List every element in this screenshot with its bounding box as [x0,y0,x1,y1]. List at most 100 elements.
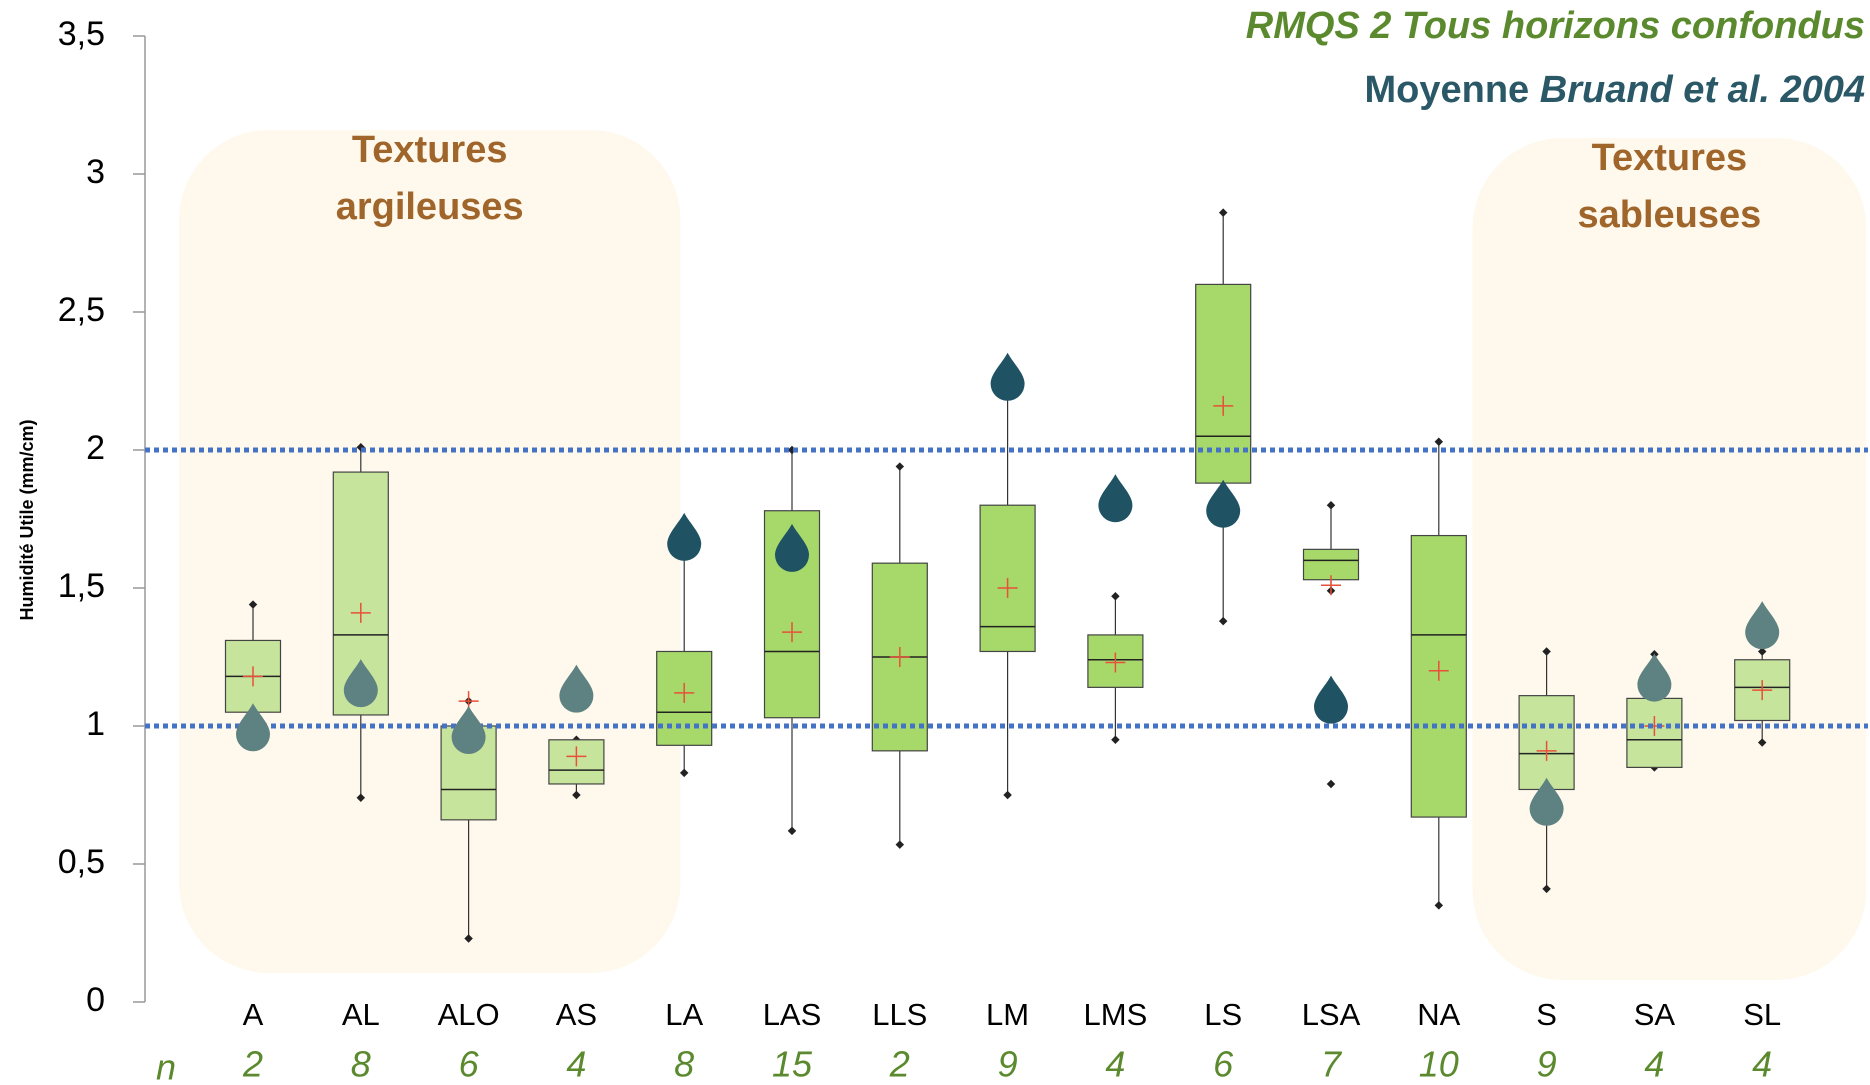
y-tick-label: 3,5 [58,15,105,53]
region-label: argileuses [336,186,524,228]
region-label: sableuses [1578,194,1762,236]
outlier [1326,779,1336,789]
x-tick-label: LAS [763,997,822,1032]
mean-marker [566,746,587,767]
bruand-drop [1745,601,1780,650]
whisker-end [1111,592,1120,601]
mean-marker [350,602,371,623]
n-value: 9 [998,1044,1018,1085]
mean-marker [997,578,1018,598]
x-tick-label: LA [665,997,703,1032]
whisker-end [1757,738,1767,747]
y-tick-label: 3 [86,153,105,191]
y-tick-label: 2,5 [58,291,105,329]
n-label: n [156,1047,176,1085]
n-value: 2 [889,1044,910,1085]
mean-marker [1321,575,1341,596]
mean-marker [1105,652,1126,673]
bruand-drop [1637,653,1672,702]
bruand-drop [1314,675,1348,724]
whisker-end [1542,884,1551,894]
whisker-end [356,793,366,803]
x-tick-label: LM [986,997,1029,1032]
n-value: 6 [1213,1044,1234,1085]
y-tick-label: 0 [86,981,105,1019]
chart-title: RMQS 2 Tous horizons confondus [1246,5,1865,47]
mean-marker [1536,740,1557,761]
region-box [1472,138,1867,980]
n-value: 4 [566,1044,586,1085]
y-tick-label: 1 [86,705,105,743]
mean-marker [782,622,802,643]
x-tick-label: SA [1634,997,1676,1032]
bruand-drop [343,659,378,708]
whisker-end [679,768,689,778]
x-tick-label: AS [556,997,597,1032]
whisker-end [1111,735,1120,745]
y-tick-label: 0,5 [58,843,105,881]
n-value: 6 [459,1044,480,1085]
bruand-drop [990,352,1025,401]
whisker-end [787,826,797,836]
bruand-drop [775,523,809,572]
x-tick-label: S [1536,997,1557,1032]
n-value: 15 [772,1044,813,1085]
whisker-end [1434,437,1444,446]
y-tick-label: 1,5 [58,567,105,605]
x-tick-label: SL [1743,997,1781,1032]
bruand-drop [1206,479,1241,528]
whisker-end [1757,647,1767,656]
x-tick-label: A [243,997,264,1032]
subtitle-ref: Bruand et al. 2004 [1540,69,1865,111]
whisker-end [1003,790,1012,800]
bruand-drop [236,703,270,752]
whisker-end [464,934,473,943]
n-value: 8 [351,1044,371,1085]
mean-marker [1213,395,1234,416]
mean-marker [1752,680,1773,701]
whisker-end [895,840,905,849]
whisker-end [1218,208,1228,217]
x-tick-label: ALO [438,997,500,1032]
y-tick-label: 2 [86,429,105,467]
n-value: 8 [674,1044,694,1085]
region-label: Textures [352,129,508,171]
x-tick-label: AL [342,997,380,1032]
n-value: 2 [242,1044,263,1085]
whisker-end [1542,647,1551,656]
y-axis-label: Humidité Utile (mm/cm) [17,419,37,620]
x-tick-label: LS [1204,997,1242,1032]
n-value: 4 [1105,1044,1125,1085]
n-value: 4 [1752,1044,1772,1085]
bruand-drop [451,706,486,755]
whisker-end [572,790,581,800]
mean-marker [1428,660,1449,681]
whisker-end [1326,500,1336,510]
n-value: 7 [1321,1044,1343,1085]
mean-marker [674,682,695,703]
chart-subtitle: Moyenne Bruand et al. 2004 [1364,69,1865,111]
bruand-drop [1529,777,1564,826]
n-value: 10 [1419,1044,1459,1085]
whisker-end [1218,616,1228,626]
x-tick-label: LLS [872,997,927,1032]
x-tick-label: LSA [1302,997,1361,1032]
region-label: Textures [1592,137,1748,179]
n-value: 9 [1537,1044,1557,1085]
box [1195,283,1252,484]
mean-marker [889,647,910,667]
mean-marker [243,666,263,687]
box [1302,548,1360,581]
n-value: 4 [1644,1044,1664,1085]
bruand-drop [559,664,594,713]
subtitle-prefix: Moyenne [1364,69,1529,111]
whisker-end [895,462,905,471]
bruand-drop [667,512,702,561]
bruand-drop [1098,474,1133,523]
region-box [179,130,681,973]
x-tick-label: NA [1417,997,1460,1032]
x-tick-label: LMS [1084,997,1148,1032]
whisker-end [1434,901,1444,910]
